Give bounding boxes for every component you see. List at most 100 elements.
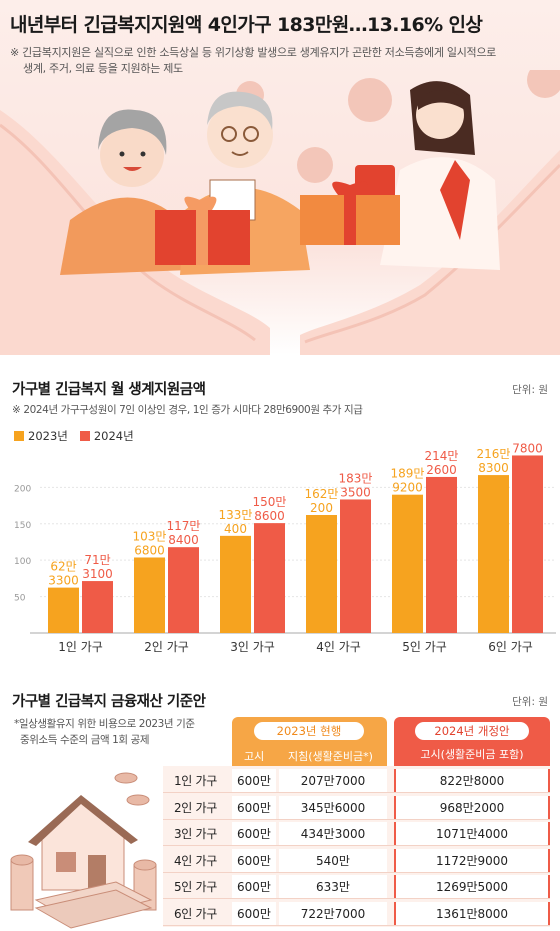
- data-label-top: 103만: [133, 529, 167, 543]
- row-divider: [163, 924, 550, 926]
- gift-box-icon: [155, 181, 400, 265]
- table-row: 5인 가구 600만 633만 1269만5000: [163, 875, 550, 899]
- legend-item-2024: 2024년: [79, 428, 134, 444]
- bar-2023: [306, 515, 337, 633]
- row-label: 2인 가구: [173, 800, 218, 815]
- intro-note-line1: ※ 긴급복지지원은 실직으로 인한 소득상실 등 위기상황 발생으로 생계유지가…: [10, 46, 496, 59]
- x-tick-label: 6인 가구: [488, 640, 533, 654]
- subheader-jichim: 지침(생활준비금*): [288, 750, 373, 763]
- family-gift-illustration: [0, 70, 560, 355]
- cell-jichim: 434만3000: [279, 822, 387, 846]
- cell-2024: 822만8000: [394, 769, 550, 793]
- section2-title: 가구별 긴급복지 금융재산 기준안: [12, 694, 206, 710]
- legend-item-2023: 2023년: [14, 428, 68, 444]
- data-label-bottom: 7800: [512, 441, 543, 455]
- bar-2023: [220, 535, 251, 633]
- y-tick-label: 150: [14, 521, 31, 531]
- row-divider: [163, 898, 550, 899]
- table-header-2023-label: 2023년 현행: [254, 722, 364, 740]
- row-label: 3인 가구: [173, 827, 218, 841]
- cell-gosi: 600만: [232, 901, 276, 926]
- intro-note: ※ 긴급복지지원은 실직으로 인한 소득상실 등 위기상황 발생으로 생계유지가…: [10, 45, 550, 77]
- data-label-top: 133만: [219, 508, 253, 522]
- data-label-top: 243만: [511, 440, 545, 441]
- bar-2023: [478, 475, 509, 633]
- bar-2023: [48, 587, 79, 633]
- x-tick-label: 5인 가구: [402, 640, 447, 654]
- section2-note-line2: 중위소득 수준의 금액 1회 공제: [20, 734, 150, 746]
- row-label: 4인 가구: [173, 853, 218, 868]
- data-label-bottom: 8600: [254, 509, 285, 523]
- table-row: 1인 가구 600만 207만7000 822만8000: [163, 769, 550, 793]
- bar-2024: [168, 547, 199, 633]
- cell-2024: 968만2000: [394, 795, 550, 820]
- data-label-top: 183만: [339, 471, 373, 485]
- bar-2023: [134, 557, 165, 633]
- section2-unit: 단위: 원: [512, 696, 548, 708]
- cell-gosi: 600만: [232, 848, 276, 873]
- chart-legend: 2023년 2024년: [14, 428, 134, 444]
- row-label: 6인 가구: [173, 906, 218, 921]
- legend-label-2023: 2023년: [28, 429, 68, 443]
- legend-label-2024: 2024년: [93, 429, 134, 443]
- subheader-gosi: 고시: [244, 750, 265, 763]
- hero-illustration-area: 내년부터 긴급복지지원액 4인가구 183만원…13.16% 인상 ※ 긴급복지…: [0, 0, 560, 355]
- x-tick-label: 4인 가구: [316, 640, 361, 654]
- cell-jichim: 207만7000: [279, 769, 387, 793]
- y-tick-label: 50: [14, 594, 26, 604]
- cell-2024: 1269만5000: [394, 875, 550, 899]
- table-row: 2인 가구 600만 345만6000 968만2000: [163, 795, 550, 820]
- cell-gosi: 600만: [232, 795, 276, 820]
- data-label-bottom: 400: [224, 522, 247, 536]
- cell-jichim: 722만7000: [279, 901, 387, 926]
- table-row: 3인 가구 600만 434만3000 1071만4000: [163, 822, 550, 846]
- x-tick-label: 2인 가구: [144, 640, 189, 654]
- young-woman-figure: [355, 81, 500, 270]
- row-divider: [163, 871, 550, 873]
- bar-2024: [82, 581, 113, 633]
- cell-gosi: 600만: [232, 822, 276, 846]
- cell-gosi: 600만: [232, 769, 276, 793]
- cell-2024: 1071만4000: [394, 822, 550, 846]
- row-divider: [163, 792, 550, 793]
- section1-unit: 단위: 원: [512, 384, 548, 396]
- data-label-bottom: 6800: [134, 543, 165, 557]
- data-label-bottom: 200: [310, 501, 333, 515]
- banknotes-icon: [34, 881, 153, 929]
- section1-note: ※ 2024년 가구구성원이 7인 이상인 경우, 1인 증가 시마다 28만6…: [12, 404, 363, 416]
- cell-jichim: 633만: [279, 875, 387, 899]
- table-row: 4인 가구 600만 540만 1172만9000: [163, 848, 550, 873]
- data-label-top: 71만: [84, 553, 110, 567]
- data-label-top: 150만: [253, 495, 287, 509]
- data-label-top: 214만: [425, 449, 459, 463]
- y-tick-label: 200: [14, 484, 31, 494]
- cell-jichim: 345만6000: [279, 795, 387, 820]
- data-label-bottom: 2600: [426, 463, 457, 477]
- table-header-2023: 2023년 현행: [232, 717, 387, 744]
- intro-note-line2: 생계, 주거, 의료 등을 지원하는 제도: [23, 62, 183, 75]
- bar-2024: [426, 476, 457, 633]
- row-label: 1인 가구: [173, 774, 218, 788]
- house-money-illustration: [10, 772, 157, 929]
- row-label: 5인 가구: [173, 880, 218, 894]
- section2-note-line1: *일상생활유지 위한 비용으로 2023년 기준: [14, 718, 195, 730]
- table-subheader-2023: 고시 지침(생활준비금*): [232, 744, 387, 766]
- bar-2024: [254, 523, 285, 633]
- table-header-2024: 2024년 개정안: [394, 717, 550, 744]
- x-tick-label: 1인 가구: [58, 640, 103, 654]
- section1-title: 가구별 긴급복지 월 생계지원금액: [12, 382, 206, 398]
- data-label-bottom: 9200: [392, 481, 423, 495]
- data-label-bottom: 3100: [82, 567, 113, 581]
- row-divider: [163, 845, 550, 846]
- section2-note: *일상생활유지 위한 비용으로 2023년 기준 중위소득 수준의 금액 1회 …: [14, 716, 224, 748]
- data-label-top: 162만: [305, 487, 339, 501]
- bar-2023: [392, 494, 423, 633]
- data-label-bottom: 3300: [48, 574, 79, 588]
- data-label-top: 62만: [50, 560, 76, 574]
- bar-2024: [340, 499, 371, 633]
- x-tick-label: 3인 가구: [230, 640, 275, 654]
- cell-2024: 1172만9000: [394, 848, 550, 873]
- data-label-bottom: 3500: [340, 485, 371, 499]
